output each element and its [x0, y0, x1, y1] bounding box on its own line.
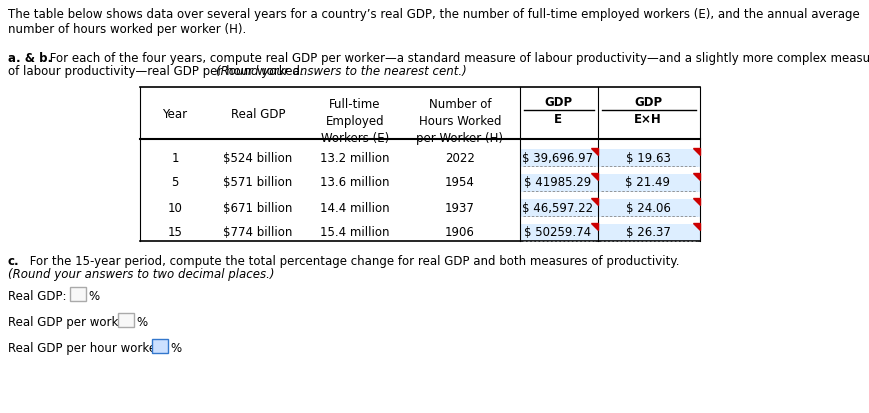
Text: of labour productivity—real GDP per hour worked.: of labour productivity—real GDP per hour…: [8, 65, 307, 78]
Polygon shape: [693, 173, 700, 180]
Polygon shape: [693, 199, 700, 206]
Text: 13.2 million: 13.2 million: [320, 151, 389, 164]
Text: Full-time
Employed
Workers (E): Full-time Employed Workers (E): [321, 98, 388, 145]
Text: Real GDP:: Real GDP:: [8, 289, 70, 302]
Text: $ 19.63: $ 19.63: [625, 151, 670, 164]
Text: 15.4 million: 15.4 million: [320, 226, 389, 239]
Text: E×H: E×H: [634, 113, 661, 126]
Text: $ 26.37: $ 26.37: [625, 226, 670, 239]
Text: 10: 10: [168, 201, 182, 214]
Text: $ 50259.74: $ 50259.74: [524, 226, 591, 239]
Text: 1: 1: [171, 151, 178, 164]
Text: %: %: [136, 315, 147, 328]
Bar: [118, 313, 134, 327]
Bar: [70, 287, 86, 301]
Bar: [597, 175, 700, 192]
Text: Real GDP: Real GDP: [230, 107, 285, 120]
Text: $ 21.49: $ 21.49: [625, 176, 670, 189]
Bar: [597, 150, 700, 168]
Polygon shape: [693, 149, 700, 156]
Text: c.: c.: [8, 254, 20, 267]
Polygon shape: [590, 199, 597, 206]
Text: $774 billion: $774 billion: [223, 226, 292, 239]
Text: $ 41985.29: $ 41985.29: [524, 176, 591, 189]
Text: $671 billion: $671 billion: [223, 201, 292, 214]
Text: $ 24.06: $ 24.06: [625, 201, 670, 214]
Text: For the 15-year period, compute the total percentage change for real GDP and bot: For the 15-year period, compute the tota…: [26, 254, 682, 267]
Text: GDP: GDP: [634, 96, 661, 109]
Bar: [520, 199, 597, 218]
Polygon shape: [693, 223, 700, 230]
Text: Real GDP per worker:: Real GDP per worker:: [8, 315, 137, 328]
Bar: [520, 224, 597, 242]
Text: $571 billion: $571 billion: [223, 176, 292, 189]
Text: (Round your answers to two decimal places.): (Round your answers to two decimal place…: [8, 267, 275, 280]
Bar: [520, 175, 597, 192]
Text: $ 46,597.22: $ 46,597.22: [522, 201, 593, 214]
Text: 14.4 million: 14.4 million: [320, 201, 389, 214]
Text: $ 39,696.97: $ 39,696.97: [522, 151, 593, 164]
Text: E: E: [554, 113, 561, 126]
Text: $524 billion: $524 billion: [223, 151, 292, 164]
Text: a. & b.: a. & b.: [8, 52, 52, 65]
Text: Year: Year: [163, 107, 188, 120]
Text: (Round your answers to the nearest cent.): (Round your answers to the nearest cent.…: [216, 65, 466, 78]
Bar: [520, 150, 597, 168]
Text: 2022: 2022: [445, 151, 474, 164]
Text: 15: 15: [168, 226, 182, 239]
Polygon shape: [590, 223, 597, 230]
Bar: [597, 199, 700, 218]
Text: %: %: [88, 289, 99, 302]
Text: The table below shows data over several years for a country’s real GDP, the numb: The table below shows data over several …: [8, 8, 859, 36]
Text: 5: 5: [171, 176, 178, 189]
Text: Number of
Hours Worked
per Worker (H): Number of Hours Worked per Worker (H): [416, 98, 503, 145]
Text: For each of the four years, compute real GDP per worker—a standard measure of la: For each of the four years, compute real…: [46, 52, 869, 65]
Text: Real GDP per hour worked:: Real GDP per hour worked:: [8, 341, 171, 354]
Text: 1906: 1906: [445, 226, 474, 239]
Bar: [152, 339, 168, 353]
Polygon shape: [590, 149, 597, 156]
Text: 1954: 1954: [445, 176, 474, 189]
Polygon shape: [590, 173, 597, 180]
Text: GDP: GDP: [543, 96, 572, 109]
Text: 13.6 million: 13.6 million: [320, 176, 389, 189]
Text: %: %: [169, 341, 181, 354]
Bar: [597, 224, 700, 242]
Text: 1937: 1937: [445, 201, 474, 214]
